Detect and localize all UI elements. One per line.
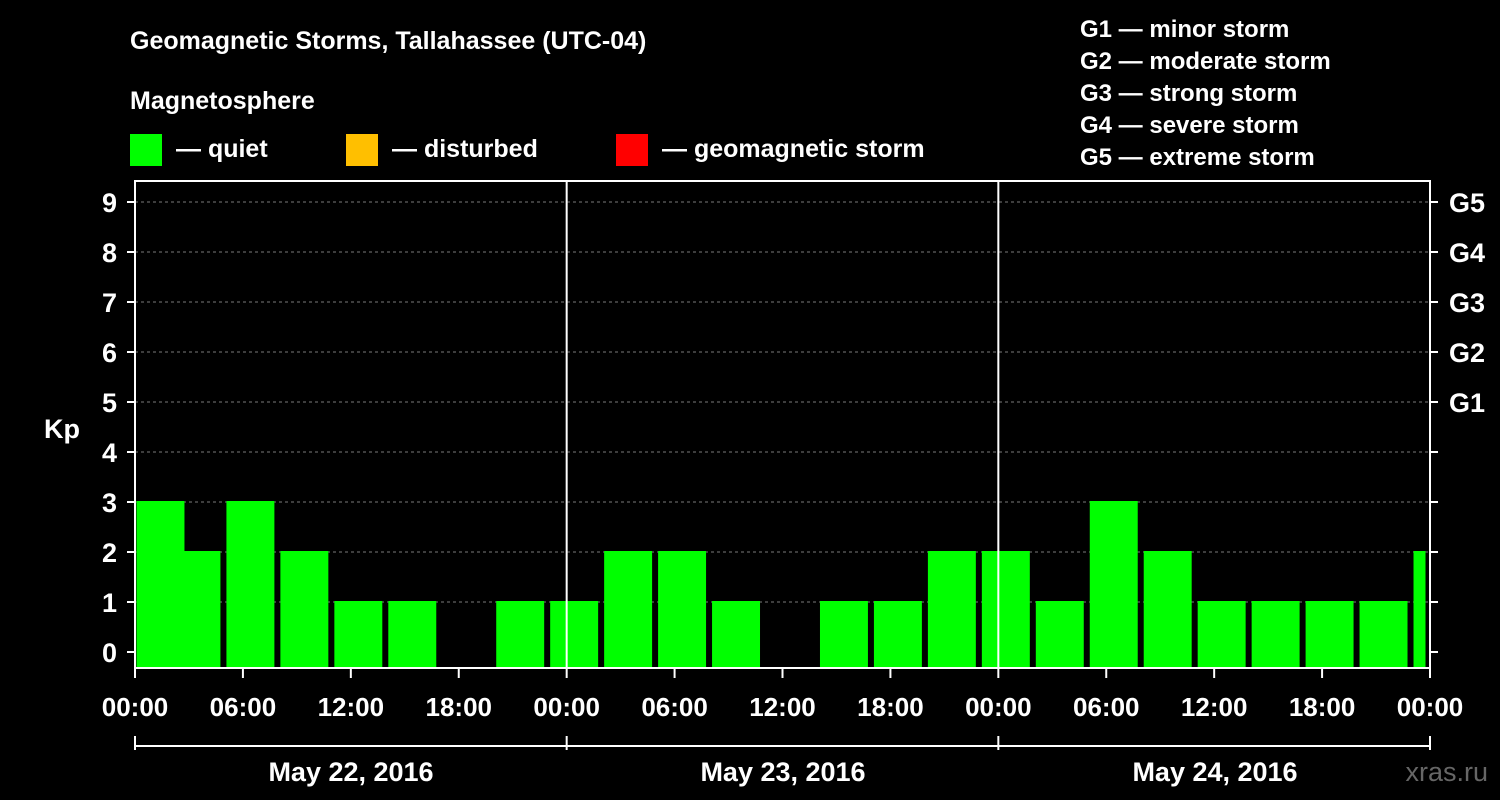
storm-scale-g2: G2 — moderate storm <box>1080 48 1331 75</box>
kp-bar <box>550 601 599 668</box>
day-label-1: May 22, 2016 <box>268 757 433 787</box>
chart-title: Geomagnetic Storms, Tallahassee (UTC-04) <box>130 27 646 55</box>
x-tick-label: 12:00 <box>1181 692 1248 722</box>
y-tick-label: 4 <box>102 438 117 468</box>
y-tick-label: 7 <box>102 288 117 318</box>
kp-bar <box>658 551 707 668</box>
storm-scale-g1: G1 — minor storm <box>1080 16 1289 43</box>
kp-bar <box>712 601 761 668</box>
kp-bar <box>927 551 976 668</box>
x-tick-label: 12:00 <box>318 692 385 722</box>
day-label-3: May 24, 2016 <box>1132 757 1297 787</box>
day-label-2: May 23, 2016 <box>700 757 865 787</box>
kp-bar <box>388 601 437 668</box>
legend-label-quiet: — quiet <box>176 135 268 163</box>
x-tick-label: 00:00 <box>965 692 1032 722</box>
kp-bar <box>819 601 868 668</box>
g-scale-label: G2 <box>1449 338 1485 368</box>
x-tick-label: 12:00 <box>749 692 816 722</box>
kp-bar <box>1143 551 1192 668</box>
g-scale-label: G4 <box>1449 238 1485 268</box>
grid-lines <box>135 201 1430 603</box>
storm-scale-g5: G5 — extreme storm <box>1080 144 1315 171</box>
kp-bar <box>1413 551 1426 668</box>
kp-bar <box>172 551 221 668</box>
storm-scale-g4: G4 — severe storm <box>1080 112 1299 139</box>
kp-bar <box>1089 501 1138 668</box>
y-tick-label: 2 <box>102 538 117 568</box>
legend-swatch-storm <box>616 134 648 166</box>
legend-swatch-disturbed <box>346 134 378 166</box>
kp-bar <box>226 501 275 668</box>
legend-title: Magnetosphere <box>130 87 315 115</box>
x-tick-label: 06:00 <box>210 692 277 722</box>
x-tick-label: 18:00 <box>426 692 493 722</box>
storm-scale-g3: G3 — strong storm <box>1080 80 1297 107</box>
legend-swatch-quiet <box>130 134 162 166</box>
y-tick-label: 9 <box>102 188 117 218</box>
g-scale-label: G1 <box>1449 388 1485 418</box>
axes: 0 1 2 3 4 5 6 7 8 9 G1 G2 G3 G4 G5 00:00 06:00 12:00 18:00… <box>102 180 1485 750</box>
x-tick-label: 06:00 <box>641 692 708 722</box>
y-axis-label: Kp <box>44 414 80 444</box>
bars <box>136 501 1426 668</box>
y-tick-label: 5 <box>102 388 117 418</box>
y-tick-label: 8 <box>102 238 117 268</box>
kp-bar <box>1035 601 1084 668</box>
y-tick-label: 3 <box>102 488 117 518</box>
x-tick-label: 06:00 <box>1073 692 1140 722</box>
x-tick-label: 00:00 <box>1397 692 1464 722</box>
x-tick-label: 00:00 <box>533 692 600 722</box>
x-tick-label: 00:00 <box>102 692 169 722</box>
y-tick-label: 1 <box>102 588 117 618</box>
kp-bar <box>1197 601 1246 668</box>
plot-frame <box>134 180 1431 669</box>
kp-bar <box>1359 601 1408 668</box>
kp-bar <box>334 601 383 668</box>
legend-label-disturbed: — disturbed <box>392 135 538 163</box>
watermark: xras.ru <box>1405 757 1488 787</box>
y-tick-label: 6 <box>102 338 117 368</box>
kp-bar <box>873 601 922 668</box>
kp-bar <box>1305 601 1354 668</box>
kp-bar <box>496 601 545 668</box>
kp-bar <box>604 551 653 668</box>
g-scale-label: G3 <box>1449 288 1485 318</box>
x-tick-label: 18:00 <box>857 692 924 722</box>
kp-bar <box>1251 601 1300 668</box>
g-scale-label: G5 <box>1449 188 1485 218</box>
kp-bar <box>981 551 1030 668</box>
x-tick-label: 18:00 <box>1289 692 1356 722</box>
y-tick-label: 0 <box>102 638 117 668</box>
legend-label-storm: — geomagnetic storm <box>662 135 925 163</box>
kp-bar <box>280 551 329 668</box>
